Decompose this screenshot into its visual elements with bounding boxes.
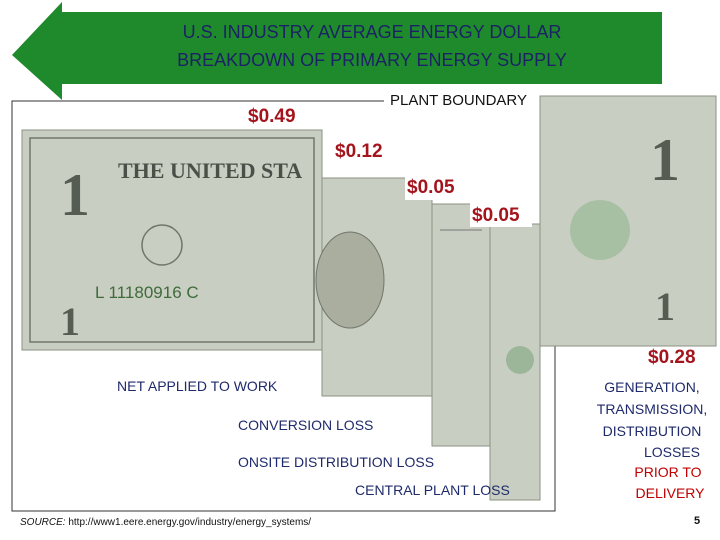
amount-bg xyxy=(246,103,308,128)
source-label: SOURCE: xyxy=(20,517,66,528)
svg-text:1: 1 xyxy=(655,284,675,329)
amount: $0.12 xyxy=(335,141,383,162)
amount: $0.05 xyxy=(407,177,455,198)
bill-left: 1 1 THE UNITED STA L 11180916 C xyxy=(21,129,323,351)
boundary-label-bg xyxy=(384,90,556,110)
amount: $0.49 xyxy=(248,106,296,127)
amount-bg xyxy=(405,175,467,200)
title-line: BREAKDOWN OF PRIMARY ENERGY SUPPLY xyxy=(177,50,567,70)
category-label: ONSITE DISTRIBUTION LOSS xyxy=(238,454,434,470)
svg-text:1: 1 xyxy=(60,162,90,228)
amount: $0.05 xyxy=(472,205,520,226)
bill-strip xyxy=(315,177,433,397)
svg-text:L 11180916 C: L 11180916 C xyxy=(95,283,199,302)
source-url: http://www1.eere.energy.gov/industry/ene… xyxy=(68,517,311,528)
note-line: DISTRIBUTION xyxy=(603,423,702,439)
arrow-banner xyxy=(12,2,662,100)
note-emphasis: DELIVERY xyxy=(636,485,706,501)
title-line: U.S. INDUSTRY AVERAGE ENERGY DOLLAR xyxy=(183,22,562,42)
amount: $0.28 xyxy=(648,347,696,368)
amount-bg xyxy=(333,138,395,163)
note-emphasis: PRIOR TO xyxy=(634,464,701,480)
note-line: GENERATION, xyxy=(604,379,699,395)
source: SOURCE: http://www1.eere.energy.gov/indu… xyxy=(20,517,311,528)
category-label: CONVERSION LOSS xyxy=(238,417,373,433)
note-line: LOSSES xyxy=(644,444,700,460)
amount-bg xyxy=(470,202,532,227)
bill-strip xyxy=(431,203,491,447)
bill-strip xyxy=(489,223,541,501)
note-line: TRANSMISSION, xyxy=(597,401,707,417)
svg-text:THE UNITED STA: THE UNITED STA xyxy=(118,158,302,183)
category-label: CENTRAL PLANT LOSS xyxy=(355,482,510,498)
svg-text:1: 1 xyxy=(650,127,680,193)
category-label: NET APPLIED TO WORK xyxy=(117,378,278,394)
svg-text:1: 1 xyxy=(60,299,80,344)
bill-right: 1 1 xyxy=(539,95,717,347)
plant-boundary-label: PLANT BOUNDARY xyxy=(390,92,527,109)
page-number: 5 xyxy=(694,515,700,527)
